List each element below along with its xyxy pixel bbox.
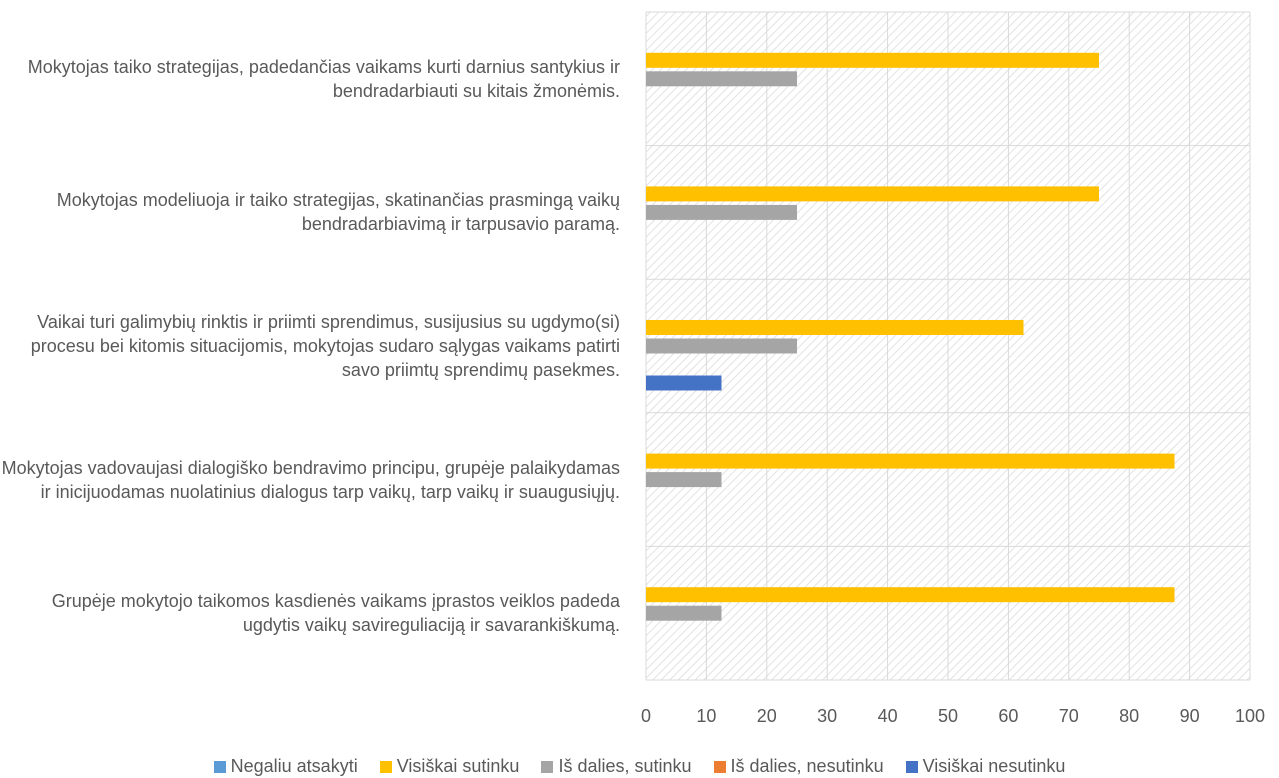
legend-label: Visiškai nesutinku — [922, 756, 1066, 776]
legend-item: Iš dalies, nesutinku — [713, 756, 884, 777]
legend-swatch — [713, 760, 726, 773]
legend: Negaliu atsakyti Visiškai sutinku Iš dalie… — [0, 756, 1279, 777]
bar — [646, 186, 1099, 202]
category-label: Mokytojas vadovaujasi dialogiško bendrav… — [1, 457, 620, 502]
x-tick-label: 70 — [1059, 706, 1079, 726]
legend-swatch — [541, 760, 554, 773]
legend-label: Negaliu atsakyti — [230, 756, 358, 776]
legend-label: Visiškai sutinku — [396, 756, 520, 776]
x-tick-label: 50 — [938, 706, 958, 726]
x-tick-label: 10 — [696, 706, 716, 726]
bar — [646, 52, 1099, 68]
bar — [646, 453, 1175, 469]
x-tick-label: 90 — [1180, 706, 1200, 726]
x-tick-label: 100 — [1235, 706, 1265, 726]
bar — [646, 587, 1175, 603]
legend-swatch — [213, 760, 226, 773]
bar — [646, 605, 722, 621]
x-tick-label: 80 — [1119, 706, 1139, 726]
legend-swatch — [905, 760, 918, 773]
bar — [646, 472, 722, 488]
legend-swatch — [379, 760, 392, 773]
legend-label: Iš dalies, sutinku — [558, 756, 692, 776]
x-tick-label: 20 — [757, 706, 777, 726]
category-label: Mokytojas modeliuoja ir taiko strategija… — [56, 190, 620, 235]
category-label: Grupėje mokytojo taikomos kasdienės vaik… — [51, 591, 620, 636]
x-tick-label: 40 — [878, 706, 898, 726]
legend-label: Iš dalies, nesutinku — [730, 756, 884, 776]
bar — [646, 204, 797, 220]
legend-item: Visiškai nesutinku — [905, 756, 1066, 777]
legend-item: Iš dalies, sutinku — [541, 756, 692, 777]
category-label: Mokytojas taiko strategijas, padedančias… — [27, 56, 620, 101]
legend-item: Visiškai sutinku — [379, 756, 520, 777]
bar — [646, 71, 797, 87]
x-tick-label: 60 — [998, 706, 1018, 726]
x-tick-label: 0 — [641, 706, 651, 726]
bar — [646, 375, 722, 391]
bar — [646, 338, 797, 354]
bar — [646, 320, 1024, 335]
legend-item: Negaliu atsakyti — [213, 756, 358, 777]
category-label: Vaikai turi galimybių rinktis ir priimti… — [30, 312, 620, 380]
x-tick-label: 30 — [817, 706, 837, 726]
